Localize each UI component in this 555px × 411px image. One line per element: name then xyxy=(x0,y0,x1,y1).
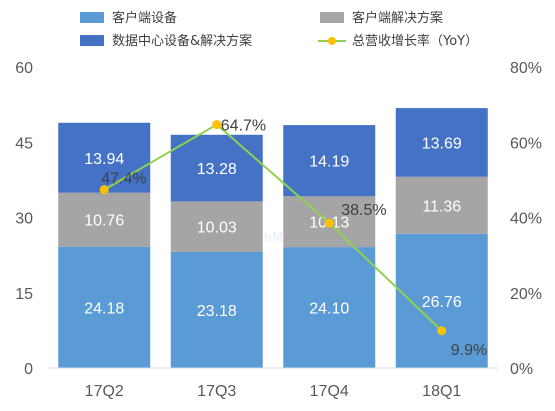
x-axis-tick-label: 17Q4 xyxy=(310,383,349,400)
bar-value-label: 23.18 xyxy=(197,303,237,320)
bar-segment xyxy=(58,192,151,247)
y2-axis-tick-label: 0% xyxy=(510,361,533,378)
y2-axis-tick-label: 60% xyxy=(510,135,542,152)
bar-value-label: 13.28 xyxy=(197,161,237,178)
legend-item-datacenter: 数据中心设备&解决方案 xyxy=(112,33,252,49)
bar-segment xyxy=(395,108,488,177)
bar-value-label: 14.19 xyxy=(309,154,349,171)
y-axis-tick-label: 0 xyxy=(24,361,33,378)
growth-value-label: 9.9% xyxy=(451,342,487,359)
legend-item-growth: 总营收增长率（YoY） xyxy=(352,33,478,49)
bar-value-label: 26.76 xyxy=(422,294,462,311)
bar-value-label: 11.36 xyxy=(422,198,461,215)
bar-value-label: 13.94 xyxy=(84,151,124,168)
growth-marker xyxy=(99,185,109,195)
legend-item-client-solutions: 客户端解决方案 xyxy=(352,10,443,26)
bar-value-label: 24.10 xyxy=(309,301,349,318)
legend-swatch xyxy=(80,12,104,23)
bar-value-label: 10.76 xyxy=(84,213,124,230)
y2-axis-tick-label: 40% xyxy=(510,211,542,228)
y-axis-tick-label: 60 xyxy=(15,60,33,77)
bar-segment xyxy=(283,247,376,368)
bar-segment xyxy=(170,251,263,368)
x-axis-tick-label: 17Q3 xyxy=(197,383,236,400)
legend-swatch xyxy=(80,35,104,46)
growth-marker xyxy=(437,326,447,336)
bar-value-label: 24.18 xyxy=(84,300,124,317)
y-axis-tick-label: 45 xyxy=(15,135,33,152)
y2-axis-tick-label: 80% xyxy=(510,60,542,77)
bar-segment xyxy=(170,134,263,202)
legend-item-client-devices: 客户端设备 xyxy=(112,10,177,26)
bar-value-label: 13.69 xyxy=(422,135,462,152)
bar-segment xyxy=(395,176,488,234)
x-axis-tick-label: 18Q1 xyxy=(422,383,461,400)
bar-segment xyxy=(58,246,151,368)
legend-marker-swatch xyxy=(328,37,336,45)
growth-marker xyxy=(324,218,334,228)
growth-value-label: 64.7% xyxy=(221,118,266,135)
y-axis-tick-label: 30 xyxy=(15,211,33,228)
legend-swatch xyxy=(320,12,344,23)
bar-segment xyxy=(170,201,263,252)
growth-marker xyxy=(212,120,222,130)
growth-value-label: 38.5% xyxy=(341,202,386,219)
y-axis-tick-label: 15 xyxy=(15,286,33,303)
x-axis-tick-label: 17Q2 xyxy=(85,383,124,400)
bar-value-label: 10.03 xyxy=(197,220,237,237)
bar-segment xyxy=(58,122,151,193)
bar-segment xyxy=(283,125,376,197)
growth-value-label: 47.4% xyxy=(101,171,146,188)
y2-axis-tick-label: 20% xyxy=(510,286,542,303)
growth-line xyxy=(103,123,443,332)
